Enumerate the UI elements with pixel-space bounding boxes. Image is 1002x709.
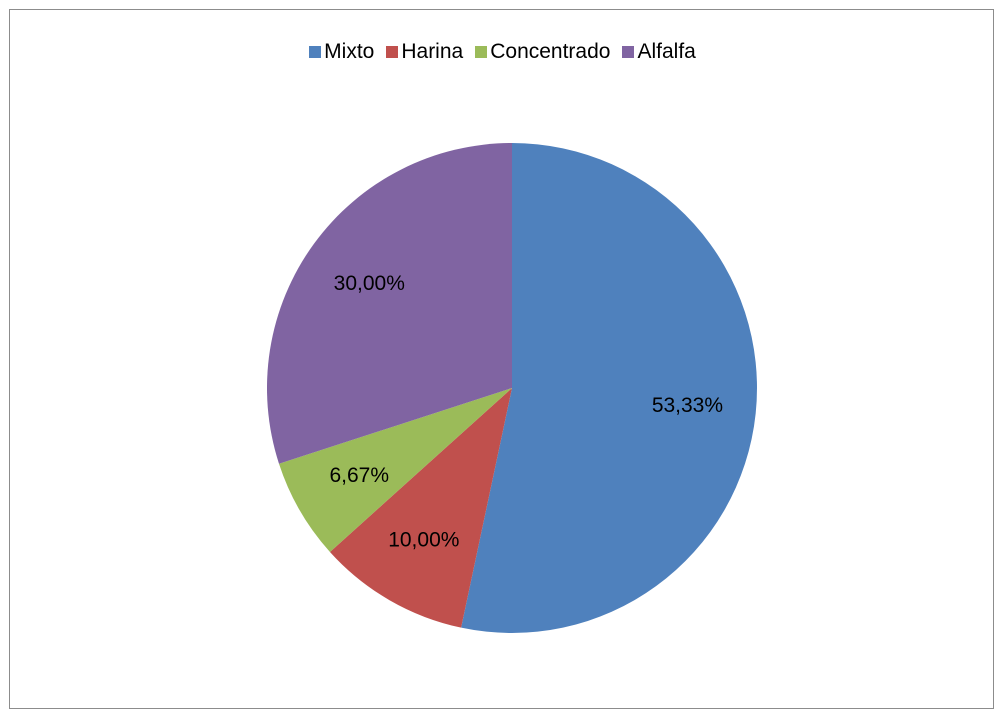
data-label-harina: 10,00% [388, 528, 459, 551]
data-label-concentrado: 6,67% [329, 464, 389, 487]
chart-area: Mixto Harina Concentrado Alfalfa 53,33% 1… [9, 9, 994, 709]
data-label-alfalfa: 30,00% [334, 272, 405, 295]
data-label-mixto: 53,33% [652, 394, 723, 417]
pie-chart: 53,33% 10,00% 6,67% 30,00% [10, 10, 995, 694]
